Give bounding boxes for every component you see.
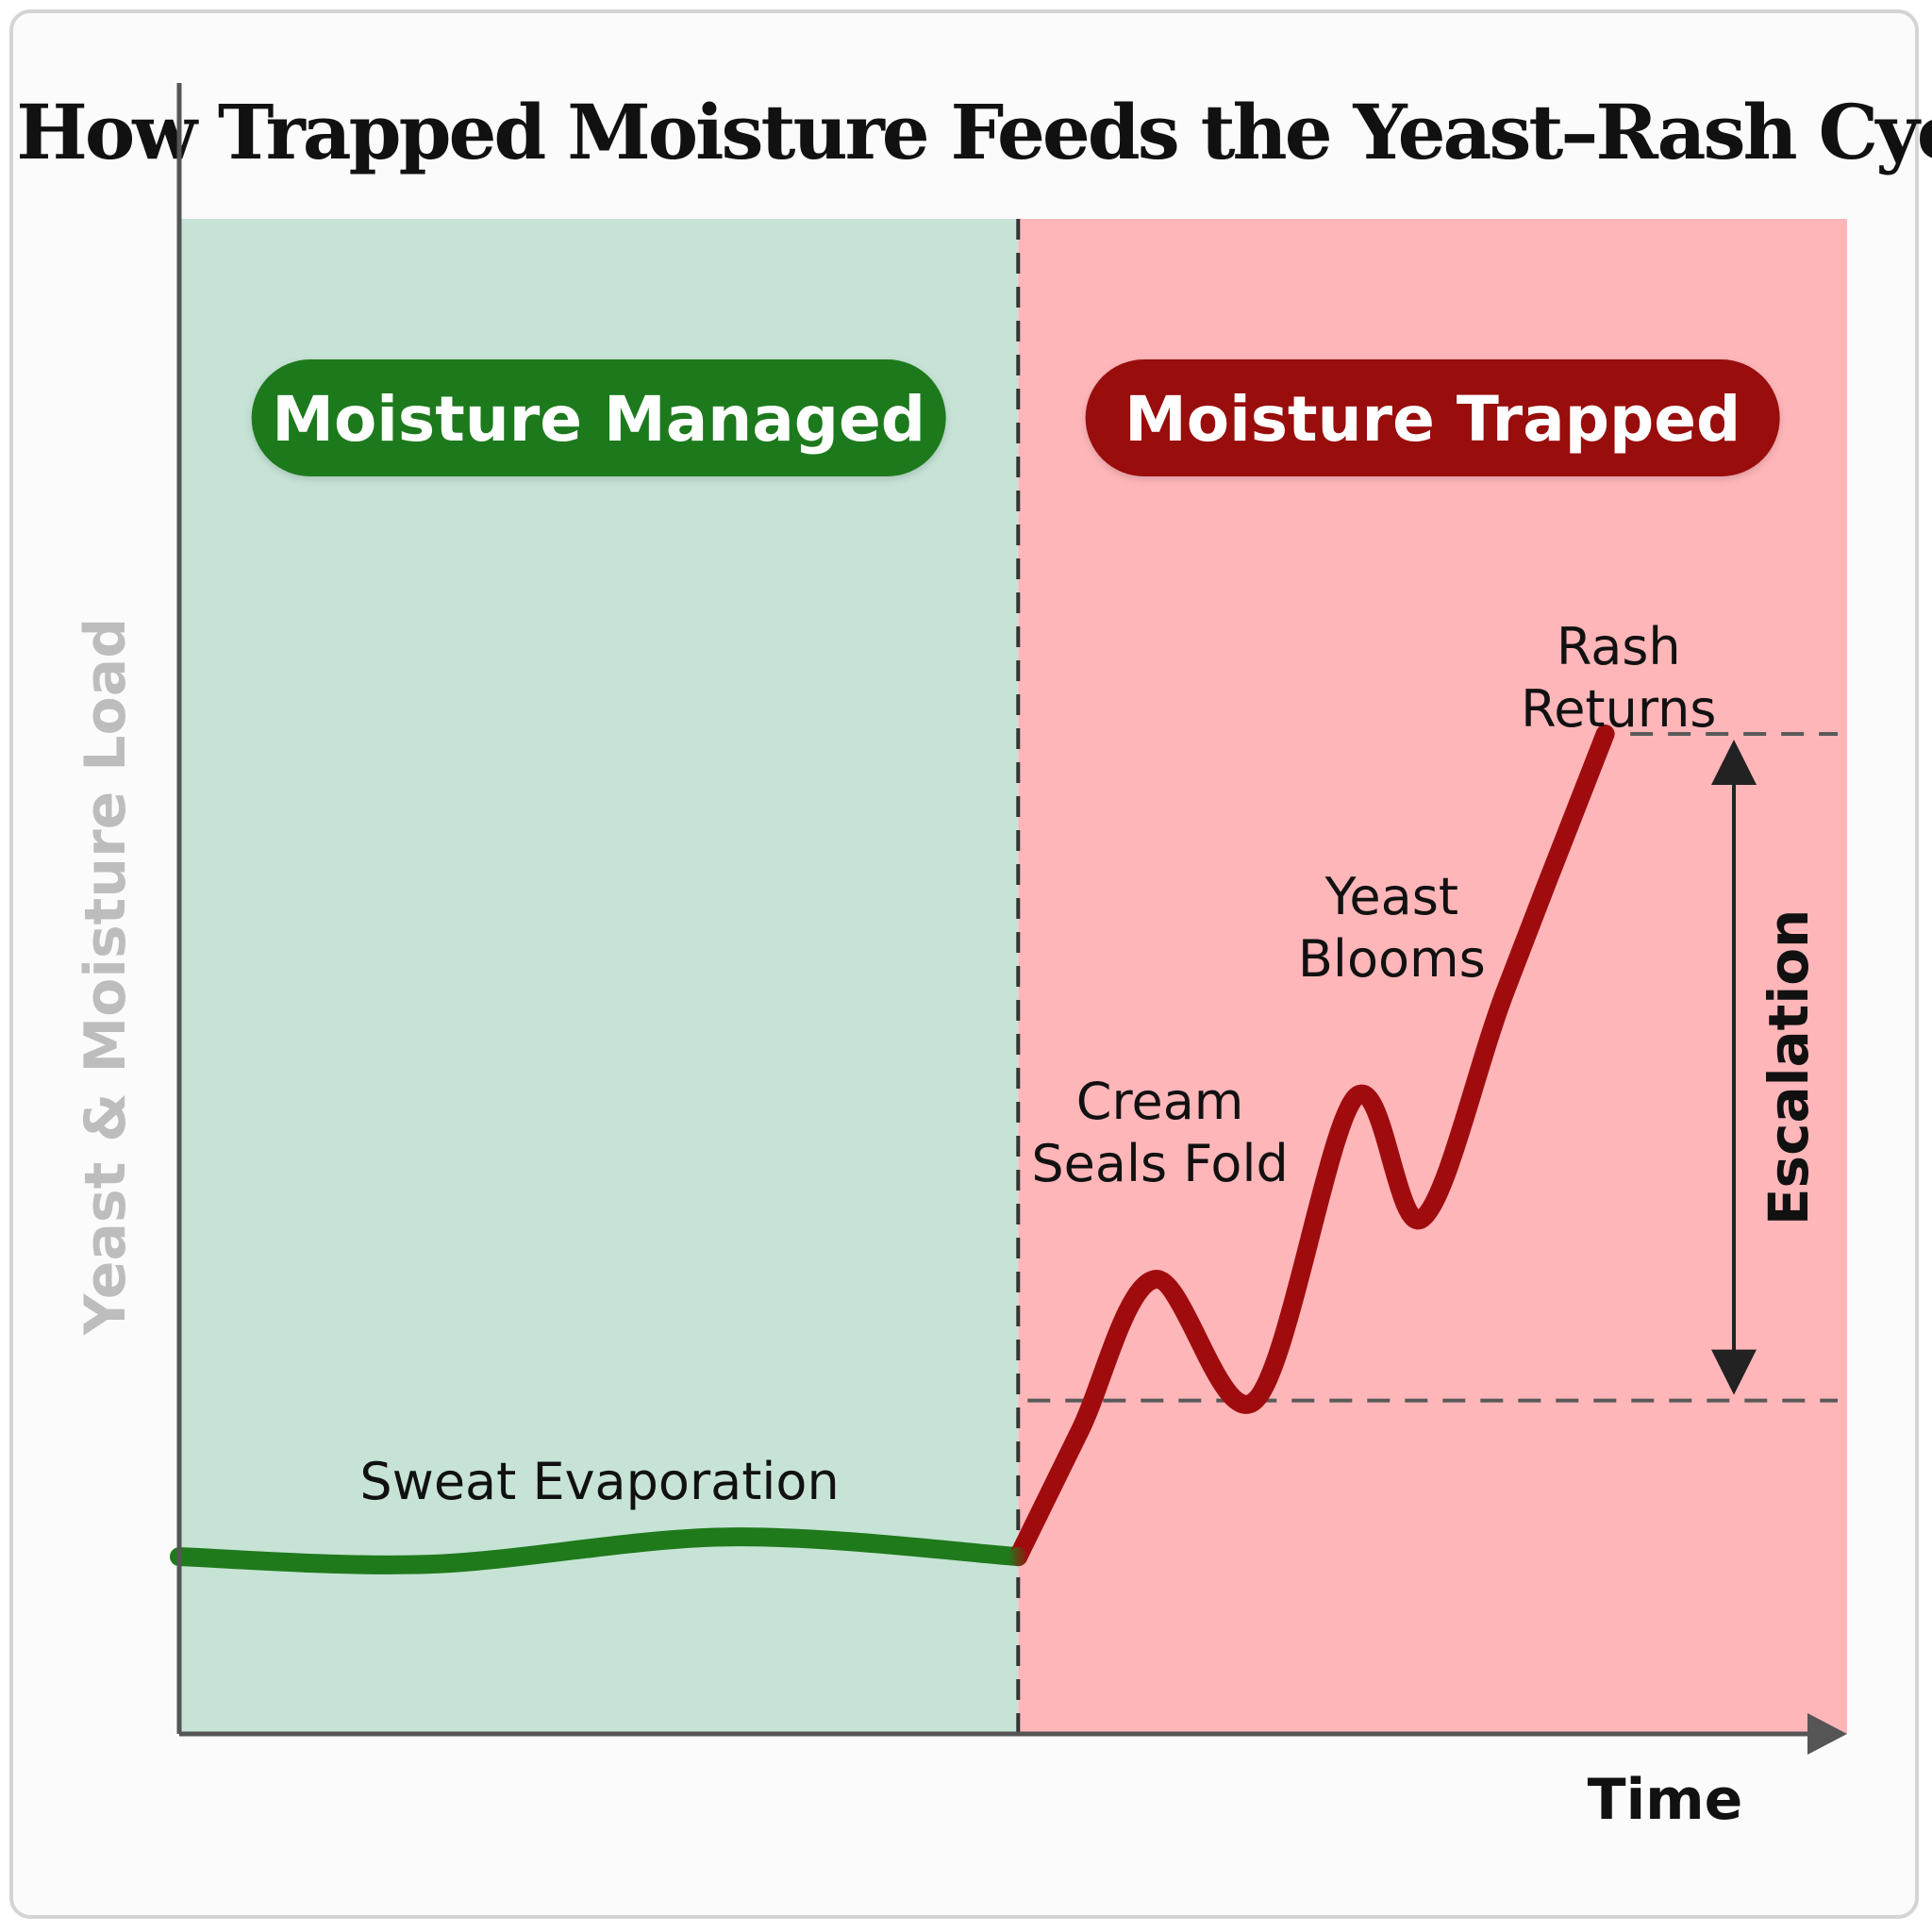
annotation-label: Rash Returns: [1521, 617, 1716, 739]
series-line-managed: [170, 1527, 1028, 1574]
zone-pill-text: Moisture Trapped: [1124, 383, 1740, 456]
zone-pill-text: Moisture Managed: [272, 383, 925, 456]
zone-label-trapped: Moisture Trapped: [1085, 359, 1780, 476]
x-axis-arrowhead: [1807, 1713, 1847, 1755]
annotation-line: Returns: [1521, 679, 1716, 739]
annotation-line: Rash: [1557, 617, 1681, 676]
annotation-line: Yeast: [1324, 867, 1458, 926]
escalation-arrow-head-down: [1711, 1349, 1757, 1395]
series-junction-point: [1008, 1547, 1028, 1567]
escalation-label: Escalation: [1757, 909, 1821, 1225]
chart-title: How Trapped Moisture Feeds the Yeast–Ras…: [16, 88, 1932, 176]
annotation-line: Cream: [1076, 1072, 1244, 1131]
annotation-line: Seals Fold: [1031, 1134, 1288, 1193]
annotation-line: Sweat Evaporation: [359, 1452, 839, 1511]
annotation-line: Blooms: [1298, 929, 1486, 989]
annotation-label: Sweat Evaporation: [359, 1452, 839, 1511]
escalation-arrow-head-up: [1711, 740, 1757, 786]
series-line-trapped: [1008, 724, 1615, 1567]
zone-pill-shape: [1085, 359, 1780, 476]
y-axis-label: Yeast & Moisture Load: [73, 618, 139, 1336]
annotation-label: Yeast Blooms: [1298, 867, 1486, 989]
zone-label-managed: Moisture Managed: [251, 359, 946, 476]
x-axis-label: Time: [1588, 1767, 1743, 1833]
annotation-label: Cream Seals Fold: [1031, 1072, 1288, 1193]
zone-pill-shape: [251, 359, 946, 476]
